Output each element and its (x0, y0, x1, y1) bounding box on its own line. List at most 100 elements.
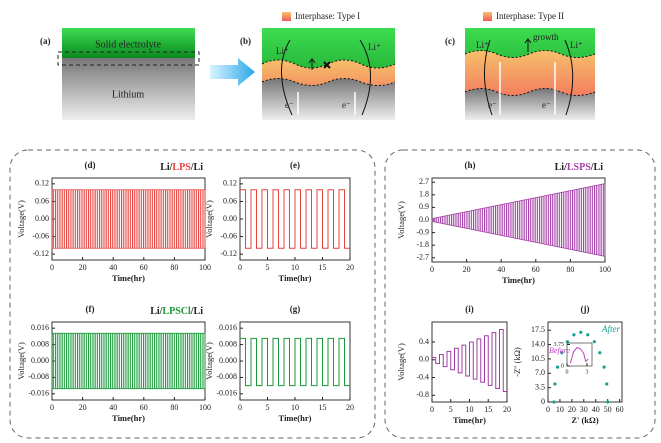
y-tick-label: -0.008 (28, 372, 49, 381)
title-part: Li/ (555, 162, 567, 173)
x-tick-label: 10 (291, 263, 299, 272)
y-tick-label: 7.0 (535, 368, 545, 377)
title-part: LPS (172, 162, 191, 173)
y-tick-label: -0.06 (32, 231, 49, 240)
legend-swatch (483, 12, 492, 21)
x-tick-label: 0 (430, 265, 434, 274)
series-name: After (601, 324, 620, 334)
arrow (524, 38, 532, 52)
x-tick-label: 0 (546, 405, 550, 414)
x-tick-label: 80 (170, 263, 178, 272)
growth: growth (533, 32, 559, 42)
x-tick-label: 80 (170, 403, 178, 412)
y-tick-label: 0.9 (419, 202, 429, 211)
group-box (384, 149, 656, 439)
y-tick-label: -1.8 (416, 240, 429, 249)
x-axis-label: Time(hr) (112, 273, 145, 283)
x-axis-label: Time(hr) (502, 275, 535, 285)
electron: e⁻ (488, 100, 497, 110)
y-tick-label: 0.008 (219, 339, 237, 348)
x-tick-label: 10 (291, 403, 299, 412)
x-tick-label: 0 (50, 263, 54, 272)
title-part: Li/ (160, 162, 172, 173)
title-part: Li/ (150, 306, 162, 317)
y-tick-label: 0 (541, 397, 545, 406)
lithium (465, 88, 595, 120)
y-axis-label: Voltage(V) (204, 200, 214, 238)
y-tick-label: 0.12 (223, 179, 237, 188)
y-tick-label: 0.0 (419, 215, 429, 224)
y-axis-label: Voltage(V) (16, 342, 26, 380)
x-tick-label: 20 (346, 263, 354, 272)
x-tick-label: 20 (79, 263, 87, 272)
x-tick-label: 0 (430, 405, 434, 414)
panel-label: (e) (290, 160, 300, 170)
legend: Interphase: Type I (295, 11, 360, 21)
path-line (281, 39, 371, 116)
x-tick-label: 5 (266, 263, 270, 272)
y-tick-label: -0.9 (416, 227, 429, 236)
group-box (9, 149, 376, 439)
point (572, 333, 576, 337)
electron: e⁻ (342, 100, 351, 110)
x-tick-label: 0 (238, 403, 242, 412)
panel-label: (c) (445, 36, 455, 46)
voltage-line (240, 337, 350, 387)
block-mark (323, 61, 331, 69)
x-axis-label: Time(hr) (112, 413, 145, 423)
y-tick-label: 0.008 (31, 339, 49, 348)
point (579, 330, 583, 334)
schematic-a: (a) Solid electrolyte Lithium (40, 28, 200, 120)
lithium (262, 78, 395, 120)
y-tick-label: 0.4 (419, 337, 429, 346)
point (606, 400, 610, 404)
y-tick-label: 0.12 (35, 179, 49, 188)
y-axis-label: Voltage(V) (204, 342, 214, 380)
panel-label: (i) (465, 304, 474, 314)
title-part: /Li (190, 162, 203, 173)
schematic-c: (c) Interphase: Type II Li⁺ growth Li⁺ e… (445, 11, 596, 120)
panel-title: Li/LPS/Li (160, 162, 203, 173)
panel-label: (g) (290, 304, 301, 314)
ion: Li⁺ (476, 40, 489, 50)
voltage-band (51, 332, 206, 390)
x-tick-label: 40 (109, 403, 117, 412)
y-axis-label: Voltage(V) (396, 343, 406, 381)
y-axis-label: Voltage(V) (16, 200, 26, 238)
point (602, 365, 606, 369)
panel-label: (b) (240, 36, 251, 46)
x-tick-label: 40 (497, 265, 505, 274)
x-tick-label: 5 (266, 403, 270, 412)
x-tick-label: 15 (319, 263, 327, 272)
x-tick-label: 0 (238, 263, 242, 272)
voltage-line (432, 329, 507, 393)
y-tick-label: 1.8 (419, 190, 429, 199)
point (598, 351, 602, 355)
x-tick-label: 50 (604, 405, 612, 414)
legend-swatch (282, 12, 291, 21)
y-tick-label: 2.7 (419, 177, 429, 186)
x-tick-label: 30 (580, 405, 588, 414)
y-tick-label: -2.7 (416, 253, 429, 262)
x-tick-label: 20 (568, 405, 576, 414)
x-tick-label: 20 (79, 403, 87, 412)
y-tick-label: 0.00 (35, 214, 49, 223)
y-tick-label: 0 (561, 363, 564, 369)
y-tick-label: 3.5 (535, 382, 545, 391)
x-tick-label: 5 (449, 405, 453, 414)
x-tick-label: 60 (532, 265, 540, 274)
focus-box (57, 51, 200, 66)
panel-label: (d) (85, 160, 96, 170)
y-tick-label: 14.0 (531, 339, 545, 348)
arrow (210, 58, 255, 86)
point (555, 365, 560, 369)
x-tick-label: 15 (484, 405, 492, 414)
y-tick-label: 17.5 (531, 325, 545, 334)
panel-label: (h) (465, 160, 476, 170)
y-tick-label: 0.000 (219, 356, 237, 365)
x-tick-label: 40 (109, 263, 117, 272)
x-tick-label: 20 (346, 403, 354, 412)
y-tick-label: 0.0 (419, 355, 429, 364)
x-tick-label: 0 (566, 369, 569, 375)
electron: e⁻ (542, 100, 551, 110)
